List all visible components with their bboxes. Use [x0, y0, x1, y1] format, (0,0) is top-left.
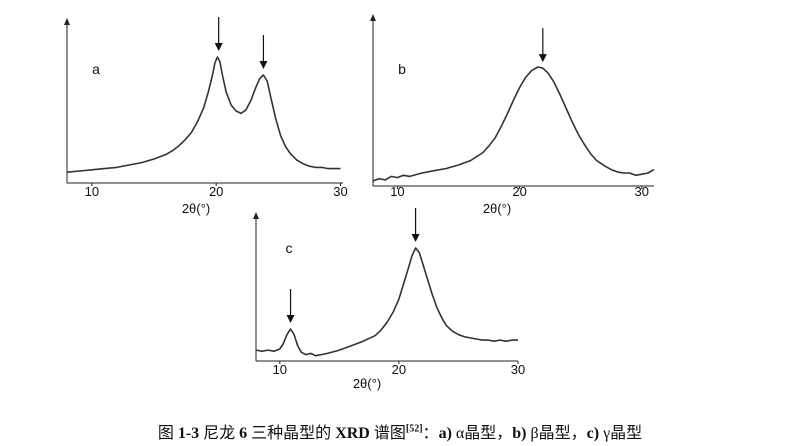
- xrd-curve: [372, 66, 655, 182]
- peak-arrow-head: [214, 43, 223, 51]
- y-axis-arrow: [64, 18, 70, 25]
- caption-figure-number: 1-3: [177, 425, 200, 442]
- peak-arrow-head: [411, 234, 420, 242]
- panel-a: 10 20 30 2θ(°) a: [64, 17, 348, 216]
- peak-arrow-head: [259, 61, 268, 69]
- xrd-curve: [255, 247, 518, 357]
- caption-colon: ：: [422, 425, 439, 442]
- panel-c: 10 20 30 2θ(°) c: [253, 208, 525, 391]
- x-axis-label: 2θ(°): [483, 201, 511, 216]
- x-tick-label: 20: [512, 184, 526, 199]
- panel-label: a: [92, 61, 100, 77]
- caption-b-text: β晶型，: [526, 425, 587, 442]
- peak-arrow-head: [286, 315, 295, 324]
- panel-label: c: [286, 240, 293, 256]
- x-tick-label: 10: [390, 184, 404, 199]
- caption-reference: [52]: [405, 423, 423, 435]
- x-tick-label: 20: [392, 362, 406, 377]
- peak-arrow-head: [538, 54, 547, 63]
- x-tick-label: 10: [85, 184, 99, 199]
- panel-b: 10 20 30 2θ(°) b: [370, 14, 655, 216]
- caption-a-text: α晶型，: [451, 425, 513, 442]
- caption-nylon-number: 6: [239, 425, 248, 442]
- caption-text-after: 三种晶型的: [247, 425, 336, 442]
- x-tick-label: 30: [635, 184, 649, 199]
- y-axis-arrow: [370, 14, 376, 21]
- x-axis-label: 2θ(°): [182, 201, 210, 216]
- x-tick-label: 30: [333, 184, 347, 199]
- caption-text-main: 尼龙: [203, 425, 240, 442]
- caption-prefix: 图: [157, 425, 178, 442]
- figure-caption: 图 1-3 尼龙 6 三种晶型的 XRD 谱图[52]：a) α晶型，b) β晶…: [0, 419, 800, 443]
- x-tick-label: 10: [273, 362, 287, 377]
- caption-a-label: a): [438, 425, 452, 442]
- caption-b-label: b): [512, 425, 527, 442]
- xrd-curve: [66, 56, 341, 173]
- caption-c-text: γ晶型: [599, 425, 643, 442]
- x-tick-label: 30: [511, 362, 525, 377]
- x-tick-label: 20: [209, 184, 223, 199]
- caption-text-pattern: 谱图: [369, 425, 406, 442]
- caption-xrd: XRD: [335, 425, 370, 442]
- y-axis-arrow: [253, 212, 259, 219]
- panel-label: b: [398, 61, 406, 77]
- x-axis-label: 2θ(°): [353, 376, 381, 391]
- caption-c-label: c): [586, 425, 600, 442]
